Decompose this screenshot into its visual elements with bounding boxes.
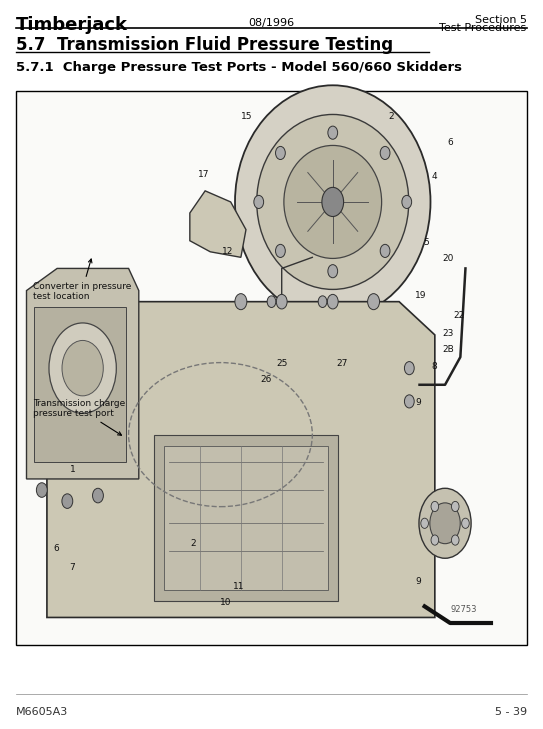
Text: 92753: 92753 — [451, 605, 477, 614]
Text: 5.7  Transmission Fluid Pressure Testing: 5.7 Transmission Fluid Pressure Testing — [16, 36, 394, 55]
Circle shape — [405, 362, 414, 375]
Circle shape — [328, 265, 338, 278]
Text: 22: 22 — [453, 311, 464, 320]
Ellipse shape — [235, 85, 431, 319]
Text: Test Procedures: Test Procedures — [439, 23, 527, 33]
Text: 6: 6 — [53, 544, 59, 553]
Circle shape — [62, 340, 103, 396]
Circle shape — [451, 502, 459, 512]
Text: Transmission charge
pressure test port: Transmission charge pressure test port — [33, 399, 125, 435]
Circle shape — [327, 295, 338, 309]
Polygon shape — [27, 268, 139, 479]
Circle shape — [62, 494, 73, 508]
Ellipse shape — [284, 146, 382, 259]
Circle shape — [49, 323, 116, 413]
Circle shape — [275, 147, 285, 160]
Polygon shape — [47, 302, 435, 617]
Text: 26: 26 — [261, 375, 272, 383]
Ellipse shape — [257, 114, 409, 289]
Circle shape — [36, 483, 47, 497]
Text: 6: 6 — [448, 138, 453, 147]
Text: M6605A3: M6605A3 — [16, 707, 68, 717]
Circle shape — [402, 195, 412, 208]
Circle shape — [267, 296, 276, 308]
Circle shape — [421, 518, 428, 529]
Circle shape — [322, 187, 344, 217]
Circle shape — [380, 244, 390, 257]
Text: Section 5: Section 5 — [475, 15, 527, 25]
Text: 9: 9 — [415, 577, 421, 586]
Text: 17: 17 — [198, 171, 210, 179]
Text: 2: 2 — [190, 539, 195, 547]
Circle shape — [368, 294, 380, 310]
Text: 11: 11 — [233, 582, 245, 591]
Text: 2: 2 — [388, 112, 394, 121]
Circle shape — [380, 147, 390, 160]
Bar — [16, 91, 527, 645]
Circle shape — [254, 195, 263, 208]
Text: Converter in pressure
test location: Converter in pressure test location — [33, 259, 131, 301]
Circle shape — [328, 126, 338, 139]
Circle shape — [318, 296, 327, 308]
Text: 12: 12 — [223, 247, 233, 256]
Polygon shape — [190, 191, 246, 257]
Text: 2B: 2B — [442, 346, 454, 354]
Text: 5.7.1  Charge Pressure Test Ports - Model 560/660 Skidders: 5.7.1 Charge Pressure Test Ports - Model… — [16, 61, 462, 74]
Circle shape — [431, 502, 439, 512]
Text: 7: 7 — [69, 563, 74, 572]
Text: 4: 4 — [432, 172, 437, 181]
Circle shape — [451, 535, 459, 545]
Circle shape — [405, 395, 414, 408]
Circle shape — [430, 503, 460, 544]
Text: 20: 20 — [443, 254, 453, 263]
Circle shape — [419, 488, 471, 558]
Text: 5 - 39: 5 - 39 — [495, 707, 527, 717]
Text: 15: 15 — [241, 112, 253, 121]
Text: 19: 19 — [415, 291, 427, 300]
Bar — [154, 434, 338, 601]
Text: 25: 25 — [277, 359, 288, 367]
Text: Timberjack: Timberjack — [16, 16, 128, 34]
Bar — [34, 307, 126, 462]
Text: 5: 5 — [424, 238, 429, 246]
Text: 27: 27 — [337, 359, 348, 367]
Text: 08/1996: 08/1996 — [249, 18, 294, 28]
Circle shape — [92, 488, 103, 503]
Circle shape — [462, 518, 469, 529]
Text: 1: 1 — [71, 465, 76, 474]
Circle shape — [275, 244, 285, 257]
Text: 23: 23 — [443, 329, 453, 338]
Bar — [165, 445, 327, 590]
Text: 9: 9 — [415, 398, 421, 407]
Circle shape — [431, 535, 439, 545]
Circle shape — [235, 294, 247, 310]
Text: 8: 8 — [432, 362, 437, 371]
Text: 10: 10 — [219, 599, 231, 607]
Circle shape — [276, 295, 287, 309]
